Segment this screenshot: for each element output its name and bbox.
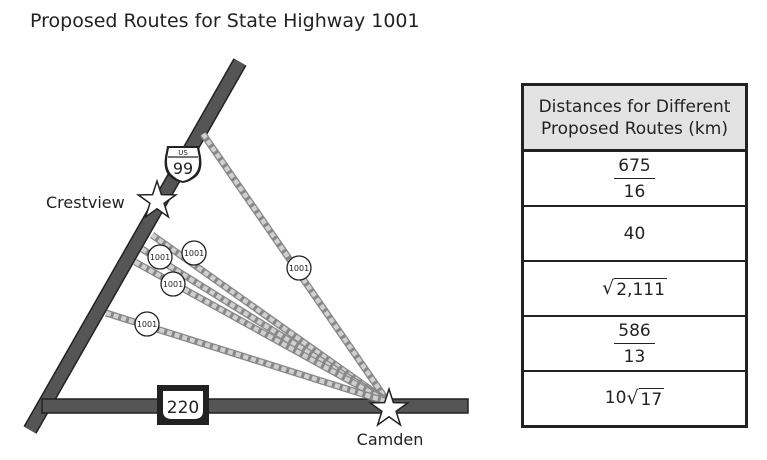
route-marker: 1001 (147, 244, 173, 270)
radical-sign-icon: √ (602, 276, 615, 299)
city-label-crestview: Crestview (46, 193, 125, 212)
table-row: 40 (524, 207, 745, 262)
highway-220-shield-icon: 220 (157, 385, 209, 425)
route-map: 1001 1001 1001 1001 1001 US 99 220 Crest… (23, 58, 469, 449)
sqrt-value: 10 √ 17 (604, 386, 665, 410)
table-row: 675 16 (524, 152, 745, 207)
page-title: Proposed Routes for State Highway 1001 (30, 10, 420, 32)
sqrt-value: √ 2,111 (602, 276, 667, 300)
city-label-camden: Camden (357, 430, 424, 449)
camden-star-icon (367, 386, 411, 427)
highway-220 (41, 398, 469, 414)
radical-sign-icon: √ (626, 386, 639, 409)
fraction-value: 586 13 (614, 321, 655, 367)
svg-text:1001: 1001 (137, 320, 157, 329)
svg-text:1001: 1001 (184, 249, 204, 258)
fraction-value: 675 16 (614, 156, 655, 202)
svg-text:1001: 1001 (289, 264, 309, 273)
svg-text:99: 99 (173, 159, 193, 178)
table-row: √ 2,111 (524, 262, 745, 317)
route-marker: 1001 (160, 271, 186, 297)
route-marker: 1001 (134, 311, 160, 337)
distances-table: Distances for Different Proposed Routes … (521, 83, 748, 428)
table-row: 586 13 (524, 317, 745, 372)
highway-us-99 (23, 58, 247, 434)
table-row: 10 √ 17 (524, 372, 745, 425)
svg-text:220: 220 (167, 398, 199, 418)
table-header: Distances for Different Proposed Routes … (524, 86, 745, 152)
us-99-shield-icon: US 99 (164, 146, 202, 183)
svg-text:US: US (178, 149, 188, 157)
route-marker: 1001 (286, 255, 312, 281)
proposed-routes (104, 132, 391, 406)
crestview-star-icon (135, 178, 179, 219)
plain-value: 40 (623, 223, 646, 244)
svg-text:1001: 1001 (163, 280, 183, 289)
svg-text:1001: 1001 (150, 253, 170, 262)
route-marker: 1001 (181, 240, 207, 266)
